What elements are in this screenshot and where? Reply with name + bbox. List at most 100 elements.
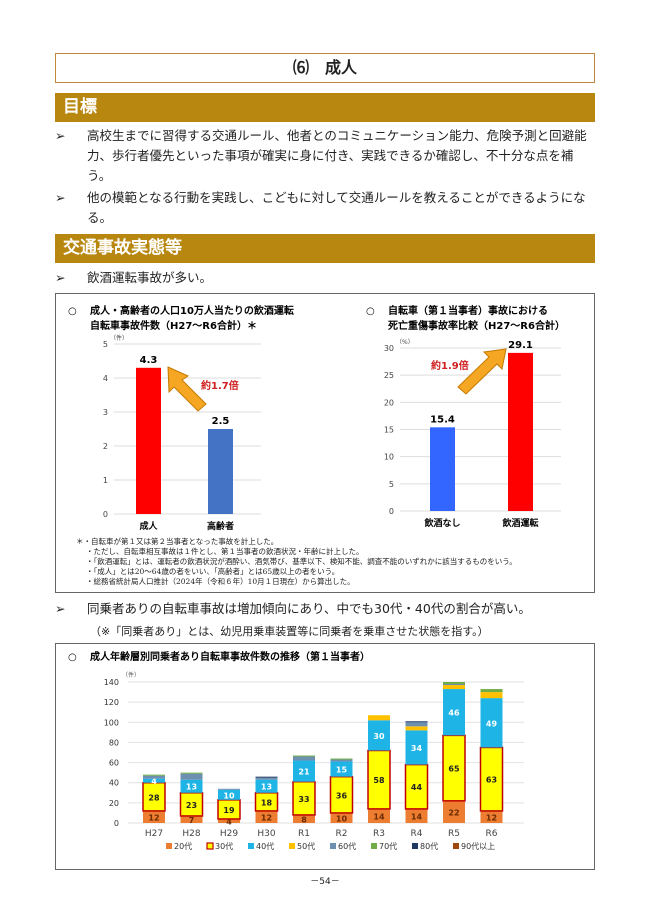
bar-segment-80代 — [255, 776, 278, 778]
y-tick-label: 30 — [384, 344, 394, 353]
y-tick-label: 3 — [103, 408, 108, 417]
drunk-cycling-charts-box: ○ 成人・高齢者の人口10万人当たりの飲酒運転 自転車事故件数（H27～R6合計）＊… — [55, 293, 595, 593]
section-header-actual: 交通事故実態等 — [55, 234, 595, 263]
passenger-chart-box: ○ 成人年齢層別同乗者あり自転車事故件数の推移（第１当事者） 0 20 40 60 80 10… — [55, 643, 595, 870]
segment-label: 12 — [261, 813, 272, 822]
segment-label: 13 — [186, 783, 197, 792]
chart-title: 自転車事故件数（H27～R6合計）＊ — [90, 319, 257, 332]
legend-swatch-70代 — [371, 843, 377, 849]
y-axis-unit: （%） — [396, 339, 414, 346]
bar-飲酒運転 — [508, 352, 533, 511]
note-line: ・ただし、自転車相互事故は１件とし、第１当事者の飲酒状況・年齢に計上した。 — [86, 547, 364, 556]
fact-bullet-2: ➢ 同乗者ありの自転車事故は増加傾向にあり、中でも30代・40代の割合が高い。 — [55, 599, 595, 619]
arrow-icon — [457, 348, 507, 395]
x-tick-label: R5 — [448, 829, 460, 839]
data-label: 4.3 — [140, 355, 158, 366]
x-tick-label: R1 — [298, 829, 310, 839]
chart-title: 成人年齢層別同乗者あり自転車事故件数の推移（第１当事者） — [90, 650, 370, 663]
bar-segment-30代 — [142, 781, 166, 812]
ratio-annotation: 約1.9倍 — [431, 359, 469, 372]
bar-segment-60代 — [143, 775, 165, 779]
bar-segment-60代 — [405, 722, 428, 727]
y-tick-label: 120 — [104, 698, 119, 707]
legend-swatch-40代 — [248, 843, 254, 849]
fact-bullet-1: ➢ 飲酒運転事故が多い。 — [55, 268, 595, 288]
ratio-annotation: 約1.7倍 — [201, 379, 239, 392]
x-tick-label: R6 — [486, 829, 498, 839]
bar-segment-20代 — [218, 818, 240, 823]
bar-成人 — [136, 367, 161, 514]
bar-飲酒なし — [430, 427, 455, 511]
bar-segment-30代 — [329, 775, 354, 814]
segment-label: 13 — [261, 783, 272, 792]
segment-label: 36 — [336, 791, 348, 800]
y-tick-label: 2 — [103, 442, 108, 451]
segment-label: 4 — [226, 817, 232, 826]
bar-segment-60代 — [443, 684, 465, 686]
segment-label: 10 — [336, 814, 348, 823]
bar-segment-20代 — [143, 810, 165, 823]
segment-label: 7 — [189, 816, 195, 825]
bar-segment-40代 — [143, 778, 165, 783]
note-line: ＊・自転車が第１又は第２当事者となった事故を計上した。 — [76, 537, 279, 546]
segment-label: 46 — [448, 709, 460, 718]
legend-label: 60代 — [338, 841, 356, 851]
bar-segment-20代 — [405, 808, 428, 823]
page-title: ⑹ 成人 — [55, 53, 595, 83]
x-tick-label: H29 — [220, 829, 238, 839]
y-axis-unit: （件） — [122, 671, 140, 679]
title-bullet-icon: ○ — [366, 306, 375, 317]
chart-passenger-accidents: ○ 成人年齢層別同乗者あり自転車事故件数の推移（第１当事者） 0 20 40 60 80 10… — [68, 650, 524, 851]
chart-accidents-per-100k: ○ 成人・高齢者の人口10万人当たりの飲酒運転自転車事故件数（H27～R6合計）＊… — [68, 304, 565, 532]
x-tick-label: R4 — [411, 829, 423, 839]
y-tick-label: 25 — [384, 371, 394, 380]
bar-segment-60代 — [293, 756, 315, 761]
goal-bullet-2: ➢ 他の模範となる行動を実践し、こどもに対して交通ルールを教えることができるように… — [55, 190, 586, 225]
bar-segment-70代 — [180, 772, 203, 774]
legend-label: 70代 — [379, 841, 397, 851]
bar-segment-40代 — [255, 779, 278, 793]
legend-swatch-20代 — [166, 843, 172, 849]
segment-label: 18 — [261, 798, 273, 807]
y-tick-label: 5 — [389, 480, 394, 489]
note-line: ・「飲酒運転」とは、運転者の飲酒状況が酒酔い、酒気帯び、基準以下、検知不能、調査… — [86, 557, 517, 566]
segment-label: 15 — [336, 766, 348, 775]
y-tick-label: 60 — [109, 759, 119, 768]
chart-title: 成人・高齢者の人口10万人当たりの飲酒運転 — [90, 304, 294, 317]
data-label: 15.4 — [430, 414, 455, 425]
y-tick-label: 100 — [104, 718, 119, 727]
legend-label: 90代以上 — [461, 841, 495, 851]
x-tick-label: H28 — [182, 829, 200, 839]
bar-segment-70代 — [443, 682, 465, 685]
segment-label: 10 — [223, 791, 235, 800]
x-tick-label: 飲酒運転 — [501, 517, 538, 529]
bar-segment-20代 — [480, 810, 503, 823]
segment-label: 23 — [186, 801, 197, 810]
x-tick-label: H27 — [145, 829, 163, 839]
bar-segment-30代 — [292, 780, 316, 816]
x-tick-label: 成人 — [139, 520, 158, 532]
segment-label: 58 — [373, 776, 385, 785]
segment-label: 14 — [411, 812, 423, 821]
fact-2-note: （※「同乗者あり」とは、幼児用乗車装置等に同乗者を乗車させた状態を指す。） — [90, 625, 489, 638]
bar-segment-20代 — [330, 812, 353, 823]
data-label: 29.1 — [508, 340, 533, 351]
x-tick-label: 高齢者 — [207, 520, 234, 532]
bar-segment-20代 — [255, 810, 278, 823]
x-tick-label: R3 — [373, 829, 385, 839]
title-bullet-icon: ○ — [68, 652, 77, 663]
x-tick-label: H30 — [257, 829, 275, 839]
bar-segment-20代 — [180, 815, 203, 823]
x-tick-label: 飲酒なし — [423, 517, 460, 529]
section-header-goal: 目標 — [55, 93, 595, 122]
bar-segment-60代 — [180, 773, 203, 780]
bar-segment-50代 — [443, 685, 465, 690]
segment-label: 21 — [298, 768, 310, 777]
bar-segment-20代 — [443, 800, 465, 823]
bar-高齢者 — [208, 429, 233, 514]
legend-label: 40代 — [256, 841, 274, 851]
bar-segment-60代 — [330, 759, 353, 762]
y-tick-label: 20 — [384, 398, 394, 407]
legend-label: 30代 — [215, 841, 233, 851]
bar-segment-30代 — [254, 792, 279, 812]
